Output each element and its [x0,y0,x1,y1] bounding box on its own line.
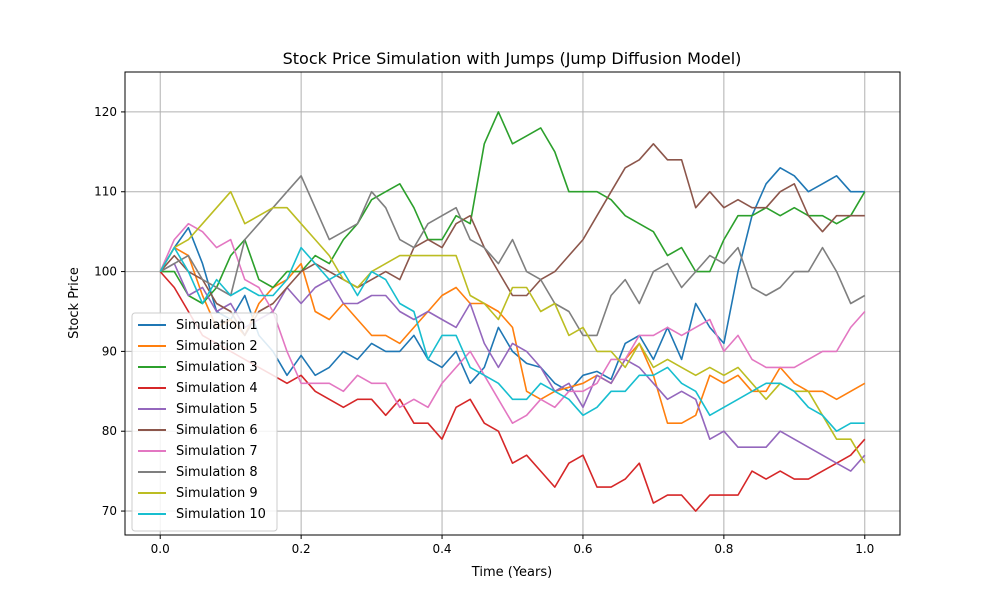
x-tick-label: 0.4 [432,542,451,556]
legend-label: Simulation 4 [176,381,258,396]
x-axis-ticks: 0.0 0.2 0.4 0.6 0.8 1.0 [151,535,874,556]
x-tick-label: 0.6 [573,542,592,556]
series-line-simulation-1 [159,167,865,393]
legend-label: Simulation 2 [176,339,258,354]
legend: Simulation 1 Simulation 2 Simulation 3 Simu… [131,312,278,532]
legend-label: Simulation 10 [176,507,266,522]
y-tick-label: 90 [102,344,117,358]
y-tick-label: 100 [94,265,117,279]
legend-label: Simulation 5 [176,402,258,417]
x-axis-label: Time (Years) [471,565,552,580]
series-line-simulation-5 [159,262,866,472]
series-line-simulation-10 [159,246,865,433]
x-tick-label: 0.8 [714,542,733,556]
legend-label: Simulation 8 [176,465,258,480]
series-line-simulation-8 [159,175,866,337]
y-tick-label: 70 [102,504,117,518]
series-line-simulation-2 [159,246,866,425]
chart-title: Stock Price Simulation with Jumps (Jump … [283,49,742,68]
series-line-simulation-3 [160,111,866,305]
y-axis-label: Stock Price [67,267,82,339]
plot-area-frame [124,71,901,536]
x-tick-label: 0.0 [151,542,170,556]
x-tick-label: 0.2 [292,542,311,556]
legend-label: Simulation 6 [176,423,258,438]
legend-box [131,312,278,532]
legend-label: Simulation 3 [176,360,258,375]
series-lines [159,111,866,512]
y-axis-ticks: 70 80 90 100 110 120 [94,105,125,518]
series-line-simulation-6 [159,143,865,337]
series-line-simulation-9 [159,190,866,464]
legend-label: Simulation 7 [176,444,258,459]
series-line-simulation-7 [159,222,866,425]
y-tick-label: 120 [94,105,117,119]
series-line-simulation-4 [159,271,866,512]
y-tick-label: 110 [94,185,117,199]
legend-label: Simulation 9 [176,486,258,501]
legend-label: Simulation 1 [176,318,258,333]
x-tick-label: 1.0 [855,542,874,556]
y-tick-label: 80 [102,424,117,438]
